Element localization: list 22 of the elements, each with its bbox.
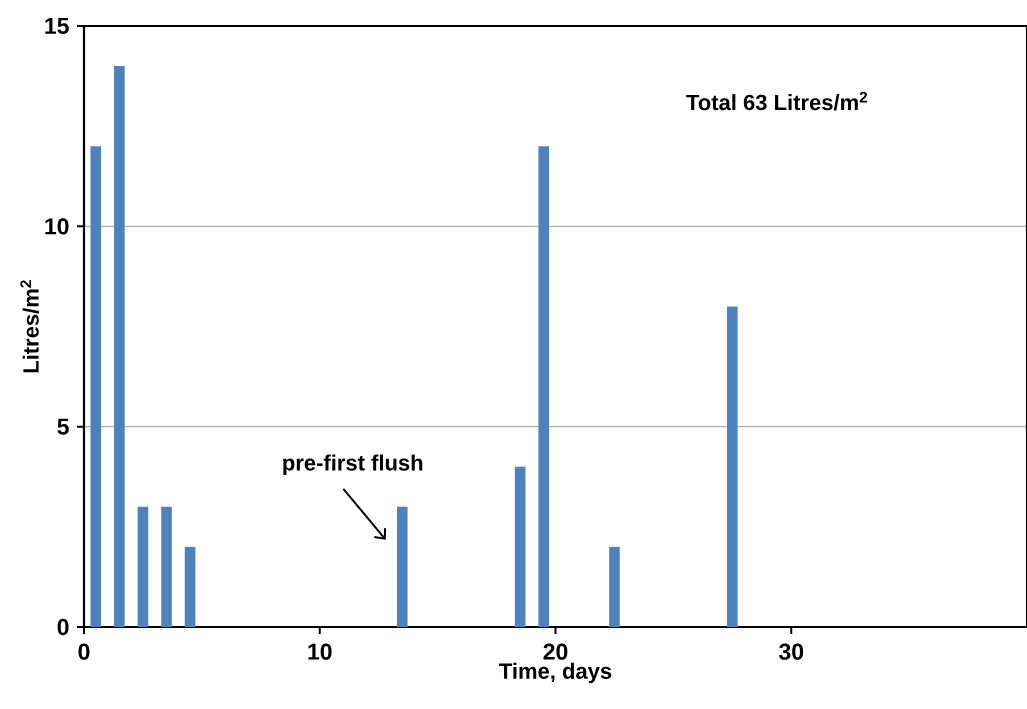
x-tick-label: 30 [779,643,804,660]
y-tick-label: 0 [57,618,69,636]
y-tick-label: 10 [45,218,69,235]
y-tick-label: 5 [57,418,69,435]
bar [161,506,172,627]
bar [514,466,526,627]
bar [184,546,196,627]
y-tick-label: 15 [45,17,69,35]
bar [727,306,738,627]
bar [90,146,102,627]
annotation: pre-first flush [283,454,423,475]
bar [137,506,149,627]
bar [114,66,125,627]
x-tick-label: 10 [308,643,332,660]
annotation: Total 63 Litres/m$^{2}$ [686,91,868,111]
bar [538,146,550,627]
x-tick-label: 0 [78,643,90,660]
x-axis-title: Time, days [499,662,612,684]
bar [609,546,620,627]
x-tick-label: 20 [543,643,568,660]
y-axis-title: Litres/m$^{2}$ [20,280,40,373]
bar [396,506,408,627]
